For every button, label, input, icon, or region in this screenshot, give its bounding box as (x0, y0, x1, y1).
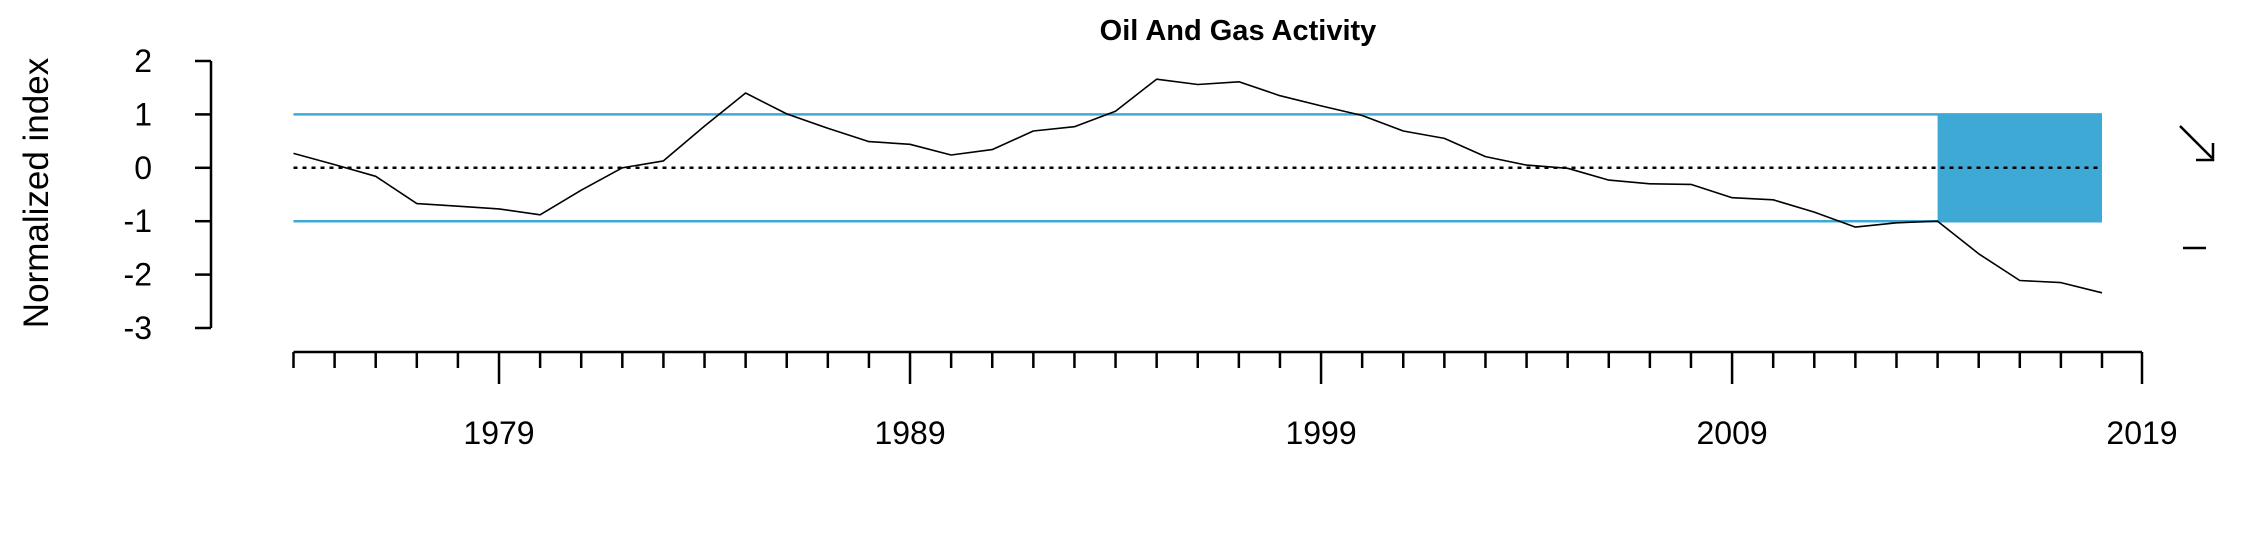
highlight-band (1937, 114, 2102, 222)
x-tick-label: 1979 (463, 415, 534, 451)
reference-lines (293, 113, 2102, 223)
x-tick-label: 2019 (2106, 415, 2177, 451)
arrow-head (2196, 143, 2215, 162)
y-tick-label: 2 (134, 43, 152, 79)
y-tick-label: -3 (124, 310, 152, 346)
arrow-shaft (2179, 125, 2213, 159)
y-tick-label: 1 (134, 96, 152, 132)
trend-indicator (2179, 125, 2215, 250)
x-tick-label: 1989 (874, 415, 945, 451)
y-axis-label: Normalized index (17, 57, 56, 328)
x-tick-label: 1999 (1285, 415, 1356, 451)
y-tick-label: -1 (124, 203, 152, 239)
x-tick-label: 2009 (1696, 415, 1767, 451)
chart-title: Oil And Gas Activity (1100, 15, 1377, 47)
y-axis: 2 1 0 -1 -2 -3 (124, 43, 213, 346)
series-layer (293, 78, 2103, 294)
y-tick-label: 0 (134, 150, 152, 186)
arrow-down-right-icon (2179, 125, 2215, 162)
y-tick-label: -2 (124, 257, 152, 293)
highlight-band-layer (1937, 114, 2102, 222)
series-line-0 (293, 78, 2103, 294)
x-axis: 1979 1989 1999 2009 2019 (292, 350, 2178, 451)
